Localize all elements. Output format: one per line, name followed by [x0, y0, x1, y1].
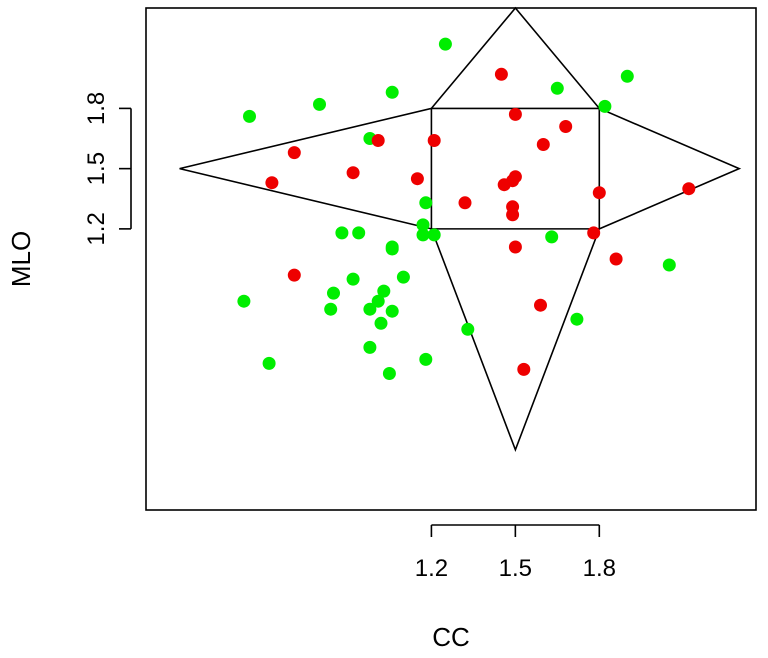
data-point-series-1 [352, 226, 366, 240]
data-point-series-2 [508, 107, 522, 121]
data-point-series-1 [438, 37, 452, 51]
data-point-series-1 [327, 286, 340, 300]
data-point-series-2 [609, 252, 623, 266]
data-point-series-1 [620, 69, 634, 83]
data-point-series-1 [598, 99, 612, 113]
data-point-series-2 [346, 166, 360, 180]
plot-frame [145, 7, 757, 511]
data-point-series-2 [265, 176, 279, 190]
data-point-series-1 [237, 294, 251, 308]
data-point-series-1 [419, 352, 433, 366]
data-point-series-2 [410, 172, 424, 186]
data-point-series-2 [494, 67, 508, 81]
x-tick-label: 1.2 [415, 555, 448, 582]
data-point-series-1 [346, 272, 360, 286]
y-tick-label: 1.8 [83, 92, 110, 125]
data-points [237, 37, 696, 380]
data-point-series-1 [363, 302, 377, 316]
y-tick-label: 1.2 [83, 212, 110, 245]
data-point-series-1 [385, 85, 399, 99]
data-point-series-1 [461, 322, 475, 336]
data-point-series-2 [287, 268, 301, 282]
data-point-series-1 [545, 230, 559, 244]
data-point-series-1 [550, 81, 564, 95]
data-point-series-1 [377, 284, 391, 298]
data-point-series-1 [243, 109, 256, 123]
data-point-series-1 [385, 242, 399, 256]
data-point-series-1 [419, 196, 433, 210]
y-tick-label: 1.5 [83, 152, 110, 185]
data-point-series-1 [416, 228, 430, 242]
data-point-series-1 [262, 356, 276, 370]
data-point-series-1 [374, 316, 388, 330]
data-point-series-2 [592, 186, 606, 200]
y-axis-label: MLO [6, 231, 36, 287]
data-point-series-2 [506, 208, 520, 222]
data-point-series-2 [559, 120, 573, 133]
data-point-series-2 [508, 170, 522, 184]
data-point-series-2 [534, 298, 547, 312]
data-point-series-1 [371, 294, 385, 308]
x-tick-label: 1.8 [583, 555, 616, 582]
data-point-series-1 [324, 302, 338, 316]
y-axis: 1.2 1.5 1.8 [83, 92, 132, 246]
data-point-series-1 [313, 97, 326, 111]
data-point-series-2 [427, 134, 441, 147]
data-point-series-1 [382, 367, 396, 380]
x-axis: 1.2 1.5 1.8 [415, 524, 616, 582]
data-point-series-1 [570, 312, 584, 326]
x-tick-label: 1.5 [499, 555, 532, 582]
data-point-series-2 [287, 146, 301, 160]
x-axis-label: CC [432, 622, 470, 652]
data-point-series-1 [427, 228, 441, 242]
data-point-series-1 [385, 304, 399, 318]
data-point-series-2 [587, 226, 601, 240]
data-point-series-1 [416, 218, 430, 232]
data-point-series-2 [508, 240, 522, 254]
data-point-series-2 [682, 182, 696, 196]
data-point-series-2 [536, 138, 550, 151]
data-point-series-1 [363, 340, 377, 354]
data-point-series-1 [662, 258, 676, 272]
data-point-series-2 [517, 362, 531, 376]
data-point-series-1 [335, 226, 349, 240]
data-point-series-1 [396, 270, 410, 284]
data-point-series-2 [458, 196, 472, 210]
data-point-series-2 [371, 134, 385, 147]
